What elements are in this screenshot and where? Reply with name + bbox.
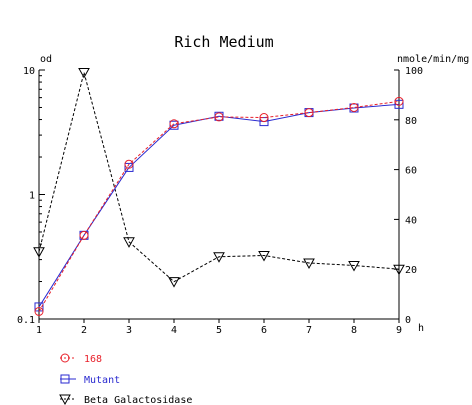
data-point [123, 237, 135, 248]
x-axis-label: h [418, 323, 424, 334]
data-point [169, 119, 179, 129]
data-point [303, 258, 315, 270]
data-point [124, 159, 134, 169]
y-left-tick-label: 10 [23, 66, 35, 77]
data-point [349, 102, 359, 112]
x-tick-label: 7 [306, 325, 312, 336]
data-point [33, 247, 45, 258]
data-point [304, 108, 314, 118]
x-tick-label: 3 [126, 325, 132, 336]
x-tick-label: 8 [351, 325, 357, 336]
legend-label: Mutant [84, 375, 120, 386]
legend-label: Beta Galactosidase [84, 395, 192, 405]
data-point [34, 306, 44, 316]
data-point [394, 99, 404, 109]
legend-item: 168 [60, 353, 102, 365]
legend-item: Mutant [60, 374, 120, 386]
x-tick-label: 5 [216, 325, 222, 336]
x-tick-label: 2 [81, 325, 87, 336]
y-left-tick-label: 1 [29, 191, 35, 202]
x-tick-label: 9 [396, 325, 402, 336]
y-left-ticks: 0.1 1 10 [17, 66, 45, 326]
data-point [214, 112, 224, 122]
y-right-tick-label: 20 [405, 265, 417, 276]
data-point [124, 162, 134, 172]
legend-label: 168 [84, 354, 102, 365]
y-right-label: nmole/min/mg [397, 54, 469, 65]
legend-marker [59, 394, 71, 405]
legend-marker [60, 353, 70, 363]
legend-item: Beta Galactosidase [59, 394, 192, 405]
y-right-tick-label: 0 [405, 315, 411, 326]
data-point [258, 251, 270, 262]
data-point [79, 230, 89, 240]
y-right-ticks: 0 20 40 60 80 100 [394, 66, 423, 326]
x-tick-label: 1 [36, 325, 42, 336]
series-layer [33, 67, 405, 316]
series-line [38, 103, 400, 308]
data-point [259, 113, 269, 123]
series-line [38, 100, 400, 312]
data-point [394, 96, 404, 106]
legend: 168 Mutant Beta Galactosidase [59, 353, 192, 405]
x-ticks: 1 2 3 4 5 6 7 8 9 [36, 319, 402, 336]
series-line [38, 70, 400, 283]
y-right-tick-label: 80 [405, 116, 417, 127]
y-right-tick-label: 40 [405, 215, 417, 226]
series-168 [34, 96, 404, 316]
legend-marker [60, 374, 70, 384]
chart-title: Rich Medium [174, 33, 273, 51]
x-tick-label: 6 [261, 325, 267, 336]
data-point [213, 252, 225, 263]
series-mutant [34, 99, 404, 312]
data-point [348, 260, 360, 272]
x-tick-label: 4 [171, 325, 177, 336]
y-left-label: od [40, 54, 52, 65]
data-point [393, 264, 405, 276]
data-point [168, 277, 180, 288]
series-beta-galactosidase [33, 67, 405, 288]
y-left-tick-label: 0.1 [17, 315, 35, 326]
y-right-tick-label: 60 [405, 166, 417, 177]
data-point [78, 67, 90, 79]
data-point [259, 117, 269, 127]
y-right-tick-label: 100 [405, 66, 423, 77]
